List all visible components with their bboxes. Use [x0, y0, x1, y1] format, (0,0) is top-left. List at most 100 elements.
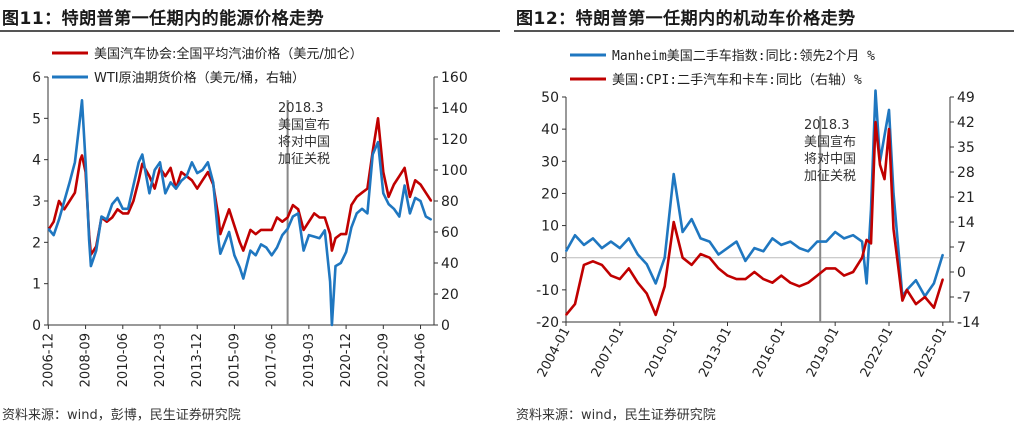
data-point [137, 161, 140, 164]
data-point [933, 282, 935, 285]
data-point [690, 264, 693, 266]
x-tick-label: 2010-01 [642, 325, 681, 380]
data-point [843, 274, 845, 277]
data-point [628, 237, 630, 240]
data-point [798, 285, 801, 288]
data-point [127, 208, 129, 210]
data-point [744, 260, 747, 262]
data-point [852, 271, 854, 273]
data-point [329, 233, 331, 235]
left-tick-label: 0 [32, 318, 41, 334]
data-point [122, 212, 124, 215]
data-point [81, 154, 83, 157]
left-tick-label: 2 [32, 235, 41, 251]
data-point [789, 281, 792, 284]
right-tick-label: 160 [441, 70, 468, 86]
data-point [628, 267, 630, 270]
data-point [265, 229, 268, 231]
data-point [771, 237, 774, 240]
data-point [228, 231, 230, 233]
data-point [816, 274, 818, 277]
data-point [637, 281, 639, 284]
x-tick-label: 2010-06 [116, 333, 131, 387]
data-point [915, 279, 917, 282]
data-point [753, 247, 756, 249]
data-point [212, 181, 214, 184]
data-point [861, 240, 863, 243]
x-tick-label: 2019-01 [804, 325, 843, 380]
event-annotation: 美国宣布 [804, 134, 856, 150]
data-point [915, 303, 917, 305]
data-point [610, 274, 612, 277]
data-point [398, 215, 401, 218]
data-point [735, 240, 738, 243]
data-point [270, 229, 273, 231]
data-point [297, 208, 300, 211]
data-point [217, 239, 220, 241]
right-tick-label: -7 [957, 290, 971, 306]
x-tick-label: 2015-09 [227, 333, 242, 387]
data-point [276, 216, 278, 219]
data-point [852, 234, 854, 236]
data-point [699, 237, 702, 240]
data-point [270, 254, 273, 257]
data-point [217, 216, 220, 219]
data-point [762, 278, 765, 280]
data-point [924, 296, 926, 298]
data-point [861, 256, 863, 259]
left-tick-label: 4 [32, 153, 41, 169]
event-annotation: 加征关税 [278, 152, 330, 167]
data-point [233, 225, 236, 227]
data-point [324, 216, 326, 219]
data-point [387, 203, 390, 205]
x-tick-label: 2007-01 [589, 325, 628, 380]
data-point [361, 191, 363, 194]
data-point [329, 280, 331, 283]
data-point [219, 252, 222, 255]
data-point [169, 181, 172, 184]
left-tick-label: 1 [32, 277, 41, 293]
data-point [825, 267, 827, 270]
right-tick-label: 28 [957, 165, 975, 181]
data-point [313, 212, 316, 215]
x-tick-label: 2004-01 [535, 325, 574, 380]
chart-title: 图12：特朗普第一任期内的机动车价格走势 [516, 9, 856, 29]
data-point [366, 212, 369, 215]
data-point [81, 99, 83, 102]
right-tick-label: 140 [441, 101, 468, 117]
data-point [111, 203, 113, 205]
data-point [153, 169, 156, 171]
data-point [942, 278, 944, 280]
data-point [371, 153, 374, 156]
data-point [52, 234, 55, 236]
data-point [207, 171, 209, 173]
data-point [672, 173, 675, 175]
right-tick-label: 42 [957, 115, 975, 131]
data-point [726, 274, 729, 277]
data-point [883, 178, 886, 180]
data-point [681, 256, 684, 259]
data-point [897, 264, 899, 266]
data-point [201, 179, 204, 182]
data-point [645, 292, 648, 295]
right-tick-label: 7 [957, 240, 966, 256]
right-tick-label: 120 [441, 132, 468, 148]
data-point [286, 216, 289, 219]
data-point [254, 233, 257, 235]
data-point [201, 169, 204, 171]
data-point [90, 265, 92, 267]
series-line-2 [565, 120, 945, 317]
data-point [331, 249, 333, 252]
x-tick-label: 2017-06 [265, 333, 280, 387]
data-point [122, 208, 124, 210]
data-point [58, 218, 60, 221]
event-annotation: 2018.3 [804, 118, 850, 133]
right-tick-label: 0 [441, 318, 450, 334]
data-point [345, 251, 347, 253]
data-point [403, 184, 406, 187]
data-point [137, 179, 140, 182]
data-point [169, 167, 172, 169]
data-point [185, 175, 188, 177]
data-point [865, 239, 868, 241]
